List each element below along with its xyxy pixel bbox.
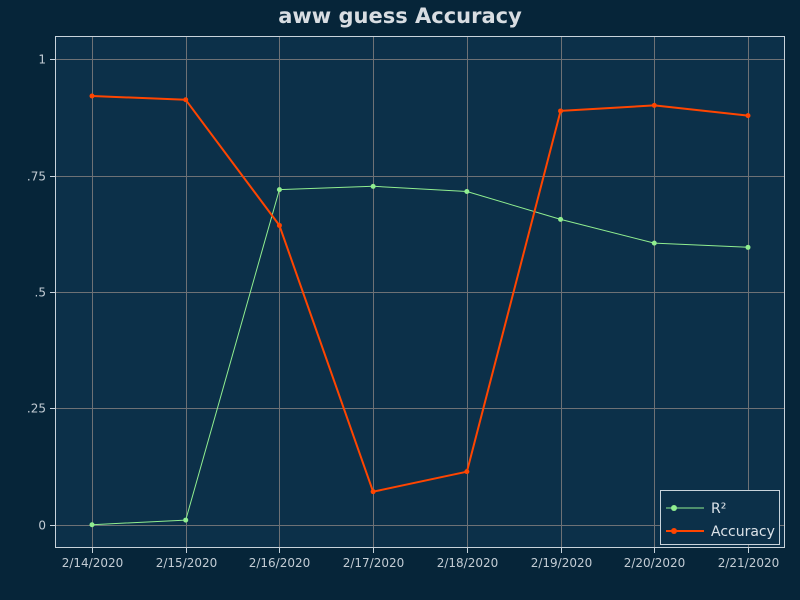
data-point [183,97,188,102]
x-tick-label: 2/15/2020 [156,556,218,570]
x-tick-label: 2/17/2020 [343,556,405,570]
y-tick-label: 1 [38,53,46,67]
legend: R² Accuracy [661,491,780,545]
x-tick-label: 2/20/2020 [624,556,686,570]
legend-label: Accuracy [711,524,775,540]
legend-label: R² [711,501,726,517]
x-tick-label: 2/19/2020 [531,556,593,570]
data-point [464,469,469,474]
data-point [371,184,376,189]
x-tick-label: 2/16/2020 [249,556,311,570]
x-tick-label: 2/18/2020 [437,556,499,570]
data-point [183,518,188,523]
data-point [464,189,469,194]
data-point [652,103,657,108]
data-point [277,223,282,228]
y-tick-label: .75 [27,170,46,184]
data-point [277,187,282,192]
x-tick-label: 2/21/2020 [718,556,780,570]
legend-swatch-marker [671,528,677,534]
y-tick-label: 0 [38,519,46,533]
data-point [652,241,657,246]
data-point [558,108,563,113]
y-tick-label: .5 [35,286,46,300]
data-point [90,94,95,99]
data-point [371,489,376,494]
data-point [746,245,751,250]
y-tick-label: .25 [27,402,46,416]
data-point [90,522,95,527]
legend-swatch-marker [671,505,677,511]
x-tick-label: 2/14/2020 [62,556,124,570]
data-point [558,217,563,222]
data-point [746,113,751,118]
